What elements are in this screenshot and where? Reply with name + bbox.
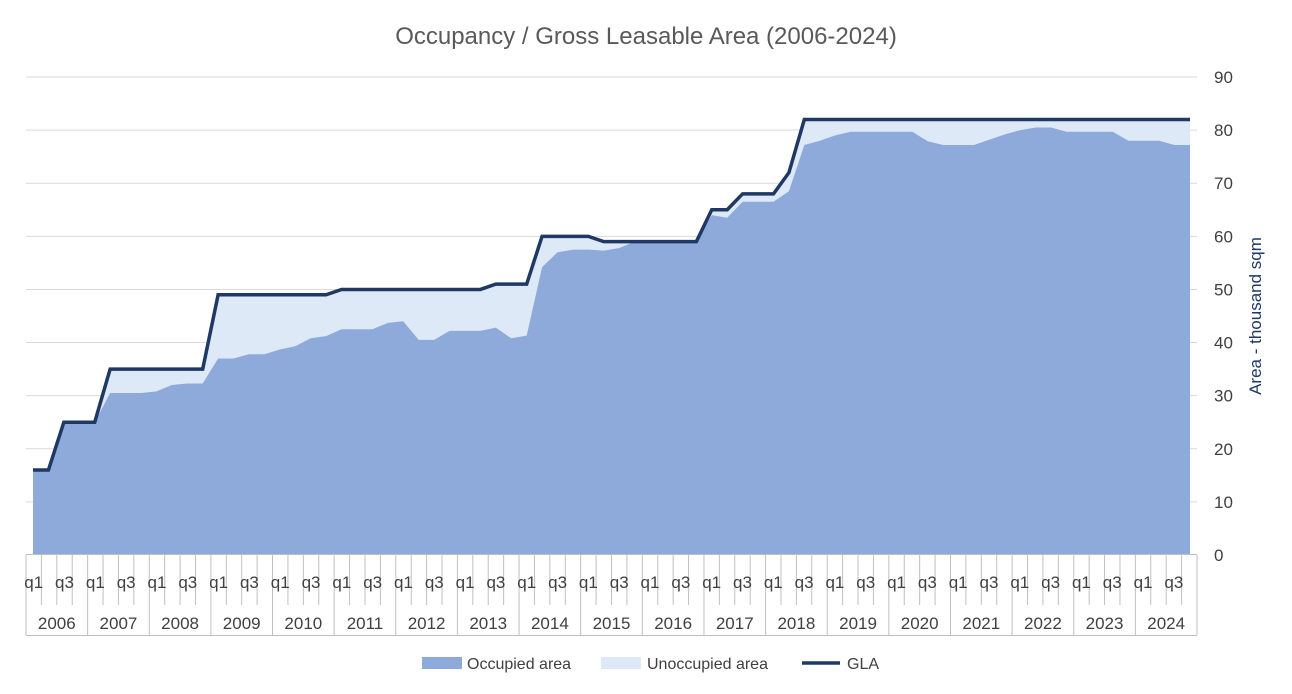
y-axis-label: Area - thousand sqm bbox=[1246, 237, 1265, 395]
x-tick-label-2009-q3: q3 bbox=[240, 573, 259, 592]
x-tick-label-2021-q1: q1 bbox=[949, 573, 968, 592]
x-tick-label-2007-q1: q1 bbox=[86, 573, 105, 592]
x-tick-label-2019-q3: q3 bbox=[856, 573, 875, 592]
x-tick-label-2010-q1: q1 bbox=[271, 573, 290, 592]
x-year-label-2008: 2008 bbox=[161, 614, 199, 633]
x-year-label-2013: 2013 bbox=[469, 614, 507, 633]
x-year-label-2011: 2011 bbox=[347, 614, 384, 633]
x-tick-label-2022-q3: q3 bbox=[1041, 573, 1060, 592]
y-tick-label-10: 10 bbox=[1214, 493, 1233, 512]
x-tick-label-2011-q1: q1 bbox=[332, 573, 351, 592]
x-tick-label-2014-q3: q3 bbox=[548, 573, 567, 592]
x-tick-label-2018-q1: q1 bbox=[764, 573, 783, 592]
x-year-label-2024: 2024 bbox=[1147, 614, 1185, 633]
x-tick-label-2024-q3: q3 bbox=[1164, 573, 1183, 592]
x-tick-label-2011-q3: q3 bbox=[363, 573, 382, 592]
y-tick-label-30: 30 bbox=[1214, 387, 1233, 406]
plot-areas bbox=[33, 119, 1190, 555]
x-year-label-2010: 2010 bbox=[284, 614, 322, 633]
x-tick-label-2008-q3: q3 bbox=[178, 573, 197, 592]
x-year-label-2021: 2021 bbox=[962, 614, 1000, 633]
x-tick-label-2009-q1: q1 bbox=[209, 573, 228, 592]
x-tick-label-2020-q1: q1 bbox=[887, 573, 906, 592]
x-tick-label-2023-q3: q3 bbox=[1103, 573, 1122, 592]
x-axis: q1 q3 2006 q1 q3 2007 q1 q3 2008 q1 q3 2009 q1 q3 2010… bbox=[24, 554, 1198, 636]
x-tick-label-2015-q1: q1 bbox=[579, 573, 598, 592]
y-tick-label-60: 60 bbox=[1214, 227, 1233, 246]
y-tick-label-40: 40 bbox=[1214, 334, 1233, 353]
y-tick-label-50: 50 bbox=[1214, 280, 1233, 299]
y-tick-label-70: 70 bbox=[1214, 174, 1233, 193]
x-year-label-2009: 2009 bbox=[223, 614, 261, 633]
x-tick-label-2017-q3: q3 bbox=[733, 573, 752, 592]
x-year-label-2012: 2012 bbox=[408, 614, 446, 633]
x-tick-label-2010-q3: q3 bbox=[302, 573, 321, 592]
x-tick-label-2022-q1: q1 bbox=[1010, 573, 1029, 592]
x-tick-label-2016-q1: q1 bbox=[641, 573, 660, 592]
chart-title: Occupancy / Gross Leasable Area (2006-20… bbox=[395, 23, 897, 50]
legend: Occupied area Unoccupied area GLA bbox=[422, 656, 879, 673]
y-tick-label-0: 0 bbox=[1214, 546, 1223, 565]
x-tick-label-2013-q1: q1 bbox=[456, 573, 475, 592]
x-tick-label-2017-q1: q1 bbox=[702, 573, 721, 592]
x-tick-label-2014-q1: q1 bbox=[517, 573, 536, 592]
x-tick-label-2006-q1: q1 bbox=[24, 573, 43, 592]
x-year-label-2006: 2006 bbox=[38, 614, 76, 633]
series-occupied-area bbox=[33, 127, 1190, 555]
x-tick-label-2021-q3: q3 bbox=[980, 573, 999, 592]
x-tick-label-2006-q3: q3 bbox=[55, 573, 74, 592]
x-tick-label-2012-q1: q1 bbox=[394, 573, 413, 592]
plot-lines bbox=[33, 117, 1190, 472]
y-axis-ticks: 0 10 20 30 40 50 60 70 80 90 bbox=[1214, 68, 1233, 565]
y-tick-label-80: 80 bbox=[1214, 121, 1233, 140]
x-tick-label-2019-q1: q1 bbox=[825, 573, 844, 592]
x-tick-label-2012-q3: q3 bbox=[425, 573, 444, 592]
x-year-label-2016: 2016 bbox=[654, 614, 692, 633]
legend-label-occupied: Occupied area bbox=[467, 656, 571, 673]
x-year-label-2017: 2017 bbox=[716, 614, 754, 633]
x-year-label-2015: 2015 bbox=[593, 614, 631, 633]
x-tick-label-2018-q3: q3 bbox=[795, 573, 814, 592]
x-year-label-2019: 2019 bbox=[839, 614, 877, 633]
x-tick-label-2015-q3: q3 bbox=[610, 573, 629, 592]
x-tick-label-2013-q3: q3 bbox=[486, 573, 505, 592]
legend-label-gla: GLA bbox=[847, 656, 879, 673]
legend-swatch-unoccupied bbox=[601, 657, 641, 669]
x-tick-label-2023-q1: q1 bbox=[1072, 573, 1091, 592]
x-tick-label-2016-q3: q3 bbox=[671, 573, 690, 592]
y-tick-label-90: 90 bbox=[1214, 68, 1233, 87]
x-year-label-2007: 2007 bbox=[100, 614, 138, 633]
legend-label-unoccupied: Unoccupied area bbox=[647, 656, 768, 673]
x-tick-label-2008-q1: q1 bbox=[148, 573, 167, 592]
x-year-label-2020: 2020 bbox=[901, 614, 939, 633]
legend-swatch-occupied bbox=[422, 657, 462, 669]
x-year-label-2014: 2014 bbox=[531, 614, 569, 633]
y-tick-label-20: 20 bbox=[1214, 440, 1233, 459]
x-year-label-2022: 2022 bbox=[1024, 614, 1062, 633]
series-gla-line bbox=[33, 117, 1190, 472]
x-year-label-2023: 2023 bbox=[1086, 614, 1124, 633]
x-tick-label-2024-q1: q1 bbox=[1134, 573, 1153, 592]
x-year-label-2018: 2018 bbox=[777, 614, 815, 633]
x-tick-label-2020-q3: q3 bbox=[918, 573, 937, 592]
x-tick-label-2007-q3: q3 bbox=[117, 573, 136, 592]
